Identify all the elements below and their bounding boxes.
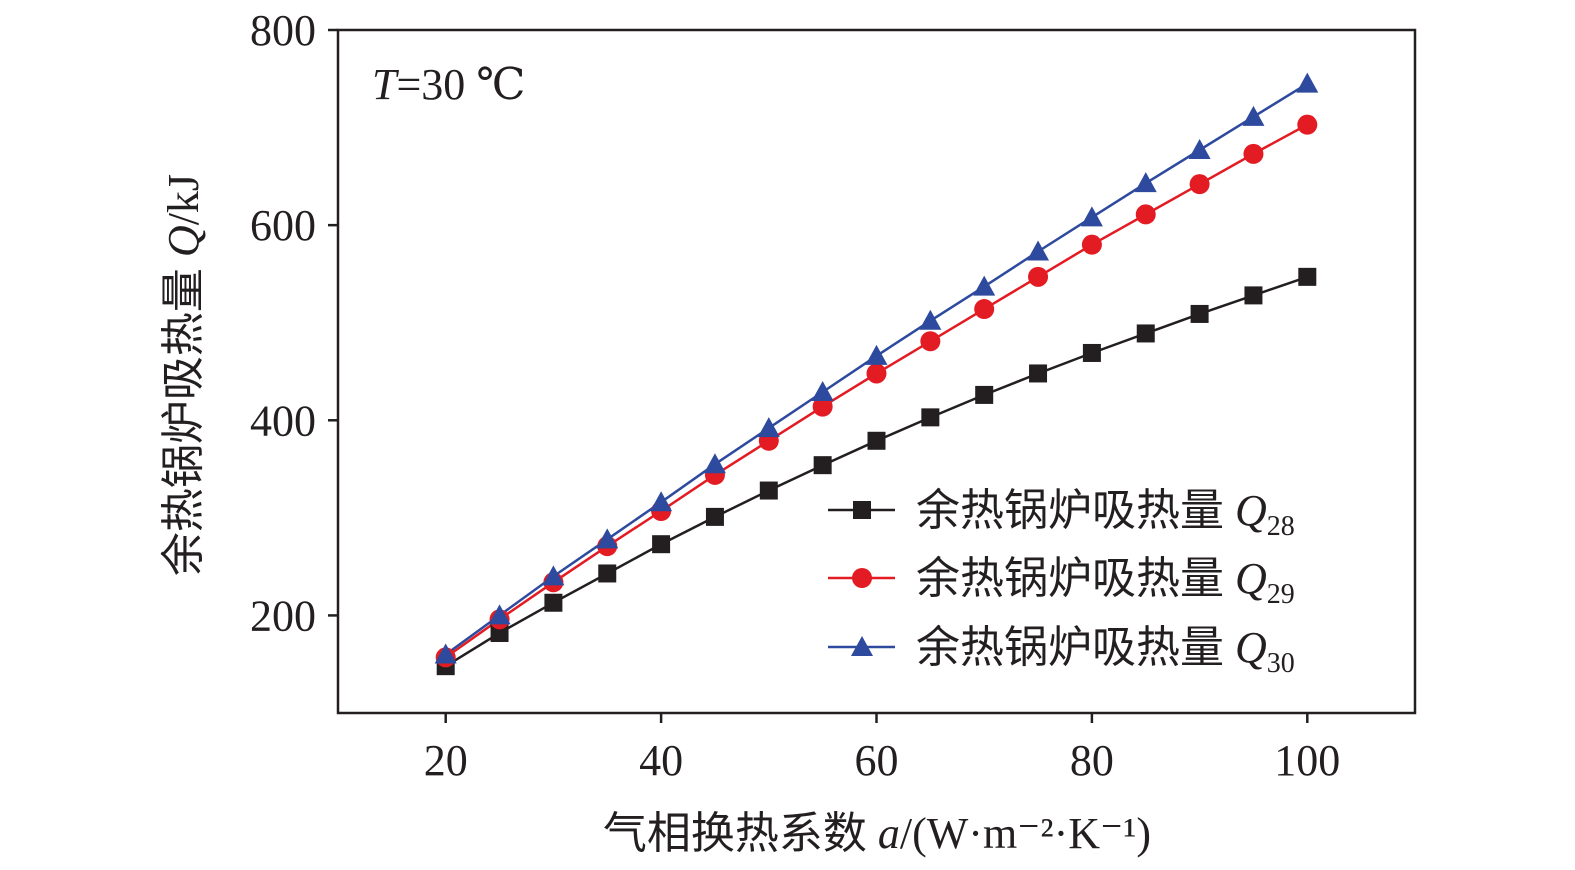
data-point-q28	[975, 385, 994, 404]
data-point-q29	[866, 363, 887, 384]
data-point-q30	[973, 275, 996, 296]
data-point-q28	[652, 535, 671, 554]
data-point-q30	[1188, 139, 1211, 160]
legend-item-q28: 余热锅炉吸热量 Q28	[828, 486, 1295, 542]
x-axis-title: 气相换热系数 a/(W·m⁻²·K⁻¹)	[603, 809, 1151, 858]
data-point-q29	[1081, 234, 1102, 255]
legend: 余热锅炉吸热量 Q28 余热锅炉吸热量 Q29 余热锅炉吸热量 Q30	[828, 486, 1295, 679]
data-point-q28	[759, 481, 778, 500]
legend-marker-circle	[852, 568, 872, 588]
legend-label-q30: 余热锅炉吸热量 Q30	[916, 623, 1295, 679]
legend-marker-square	[853, 501, 871, 519]
data-point-q29	[974, 299, 995, 320]
data-point-q29	[1189, 174, 1210, 195]
data-point-q28	[1136, 324, 1155, 343]
data-point-q30	[1296, 72, 1319, 93]
y-tick-label: 600	[250, 201, 316, 250]
data-point-q30	[1134, 172, 1157, 193]
data-point-q30	[650, 491, 673, 512]
x-tick-label: 80	[1070, 736, 1114, 785]
legend-label-q28: 余热锅炉吸热量 Q28	[916, 486, 1295, 542]
y-tick-label: 800	[250, 6, 316, 55]
legend-marker-triangle	[851, 636, 873, 656]
data-point-q28	[544, 593, 563, 612]
data-point-q28	[867, 431, 886, 450]
y-axis-title: 余热锅炉吸热量 Q/kJ	[159, 174, 208, 576]
data-point-q30	[488, 604, 511, 625]
legend-label-q29: 余热锅炉吸热量 Q29	[916, 554, 1295, 610]
data-point-q28	[598, 564, 617, 583]
data-point-q29	[1297, 114, 1318, 135]
data-point-q28	[1082, 343, 1101, 362]
temperature-annotation: T=30 ℃	[372, 60, 526, 109]
data-point-q28	[1190, 304, 1209, 323]
data-point-q30	[919, 309, 942, 330]
data-point-q30	[757, 417, 780, 438]
data-point-q28	[705, 507, 724, 526]
data-point-q30	[811, 380, 834, 401]
x-tick-label: 60	[855, 736, 899, 785]
legend-item-q30: 余热锅炉吸热量 Q30	[828, 623, 1295, 679]
data-point-q28	[813, 456, 832, 475]
data-point-q29	[1243, 143, 1264, 164]
data-point-q28	[1029, 364, 1048, 383]
data-point-q30	[434, 643, 457, 664]
axis-tick-labels: 20 40 60 80 100 200 400 600 800	[250, 6, 1340, 785]
x-tick-label: 100	[1274, 736, 1340, 785]
data-point-q30	[865, 344, 888, 365]
data-point-q30	[596, 528, 619, 549]
x-tick-label: 20	[424, 736, 468, 785]
data-point-q30	[703, 453, 726, 474]
data-point-q28	[1298, 267, 1317, 286]
x-tick-label: 40	[639, 736, 683, 785]
data-point-q29	[1135, 204, 1156, 225]
data-point-q28	[921, 408, 940, 427]
data-point-q29	[812, 396, 833, 417]
data-point-q28	[1244, 286, 1263, 305]
axis-ticks	[328, 28, 1309, 723]
data-point-q28	[490, 623, 509, 642]
data-point-q29	[1028, 266, 1049, 287]
data-point-q30	[1242, 105, 1265, 126]
y-tick-label: 400	[250, 396, 316, 445]
y-tick-label: 200	[250, 591, 316, 640]
data-point-q30	[1080, 206, 1103, 227]
data-point-q30	[1027, 240, 1050, 261]
legend-item-q29: 余热锅炉吸热量 Q29	[828, 554, 1295, 610]
data-point-q30	[542, 565, 565, 586]
series-markers	[434, 72, 1319, 676]
data-point-q29	[920, 331, 941, 352]
